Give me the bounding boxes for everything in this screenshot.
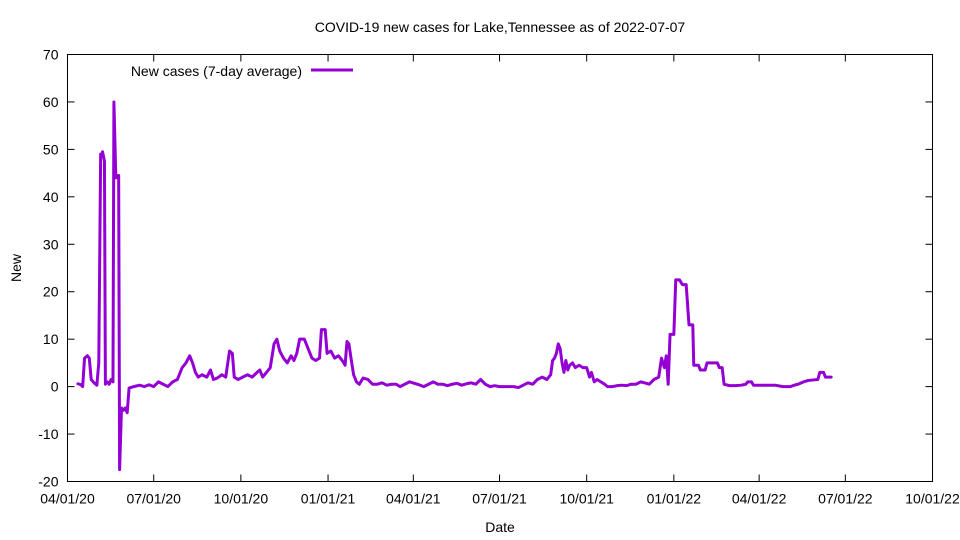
legend: New cases (7-day average) [131, 63, 353, 79]
plot-frame [67, 54, 933, 482]
chart-title: COVID-19 new cases for Lake,Tennessee as… [315, 19, 686, 35]
x-axis-label: Date [485, 519, 515, 535]
x-tick-label: 04/01/20 [40, 491, 95, 507]
y-tick-label: 30 [43, 236, 59, 252]
y-tick-label: -20 [38, 474, 58, 490]
y-tick-label: 50 [43, 141, 59, 157]
y-tick-label: 60 [43, 94, 59, 110]
legend-label: New cases (7-day average) [131, 63, 302, 79]
y-tick-label: -10 [38, 426, 58, 442]
series-line-0 [76, 100, 833, 472]
x-tick-label: 10/01/22 [905, 491, 960, 507]
x-tick-label: 04/01/22 [732, 491, 787, 507]
y-tick-label: 10 [43, 331, 59, 347]
x-tick-label: 10/01/20 [214, 491, 269, 507]
chart-axes: -20 -10 0 10 20 30 40 50 60 70 04/01/20 07/01/20 10/… [38, 47, 960, 507]
x-tick-label: 04/01/21 [386, 491, 441, 507]
x-tick-label: 07/01/20 [126, 491, 181, 507]
y-tick-label: 0 [51, 379, 59, 395]
y-axis-label: New [8, 253, 24, 282]
y-tick-label: 70 [43, 47, 59, 63]
x-tick-label: 10/01/21 [559, 491, 614, 507]
x-tick-label: 01/01/21 [301, 491, 356, 507]
y-tick-label: 20 [43, 284, 59, 300]
series-layer [76, 100, 833, 472]
x-tick-label: 07/01/22 [818, 491, 873, 507]
x-tick-label: 07/01/21 [472, 491, 527, 507]
y-tick-label: 40 [43, 189, 59, 205]
x-tick-label: 01/01/22 [647, 491, 702, 507]
